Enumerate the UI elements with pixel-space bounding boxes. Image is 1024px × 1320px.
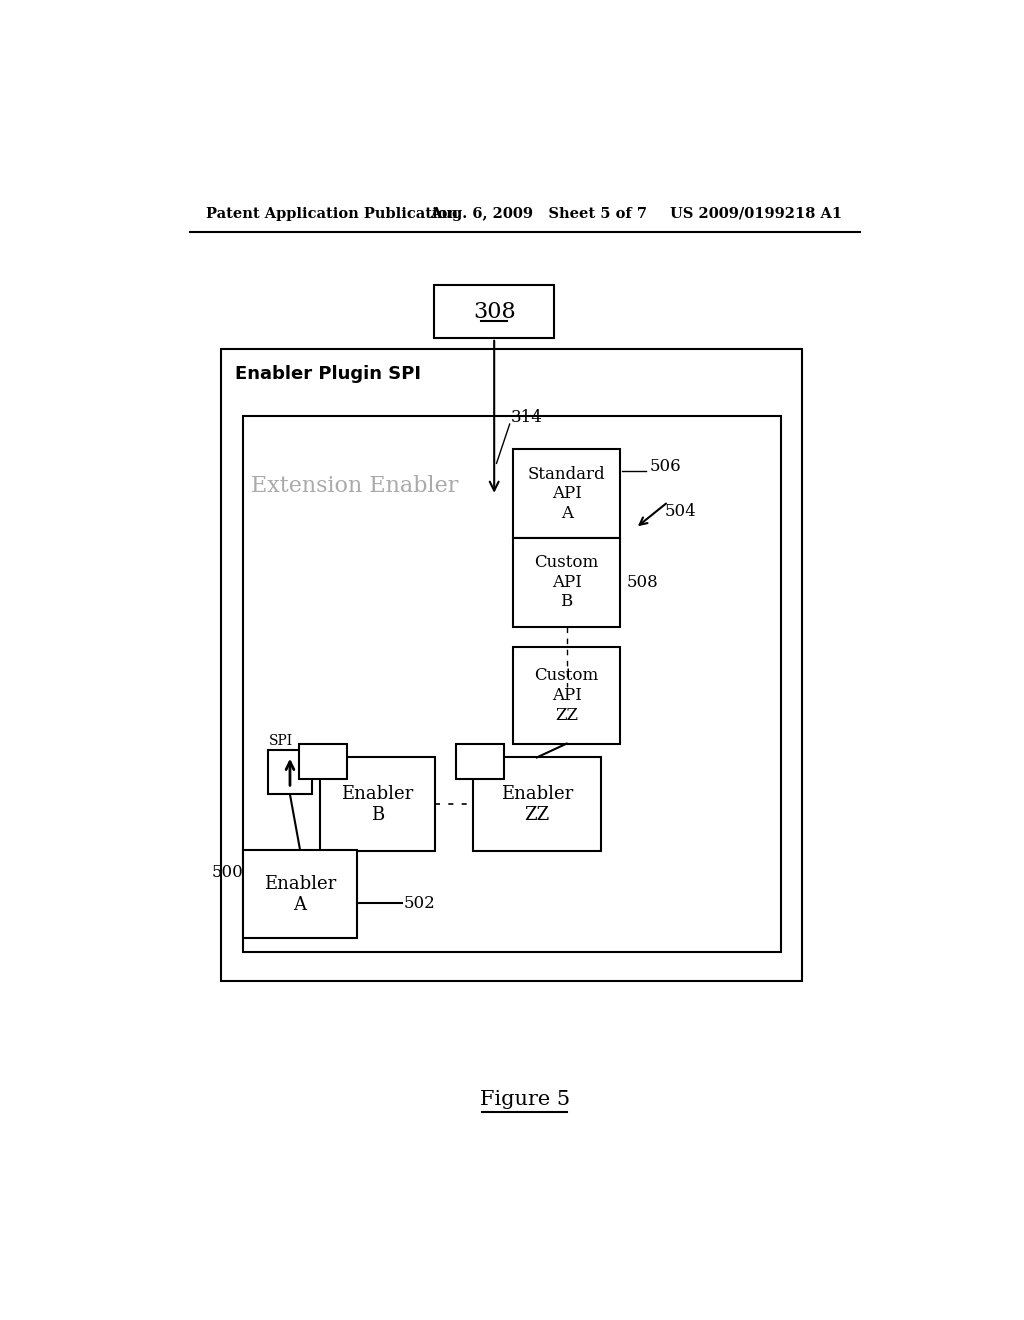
Text: 506: 506	[649, 458, 681, 475]
Text: Enabler
A: Enabler A	[264, 875, 336, 913]
Text: Extension Enabler: Extension Enabler	[251, 475, 459, 496]
Bar	[321, 758, 435, 851]
Text: 500: 500	[212, 865, 244, 882]
Bar	[513, 539, 621, 627]
Text: 508: 508	[627, 574, 658, 591]
Text: Enabler Plugin SPI: Enabler Plugin SPI	[234, 366, 421, 383]
Text: 502: 502	[403, 895, 435, 912]
Bar	[456, 743, 504, 779]
Bar	[221, 350, 802, 981]
Text: Enabler
B: Enabler B	[341, 785, 414, 824]
Text: 314: 314	[511, 409, 543, 425]
Text: US 2009/0199218 A1: US 2009/0199218 A1	[671, 207, 843, 220]
Bar	[267, 750, 312, 795]
Text: SPI: SPI	[269, 734, 293, 747]
Bar	[513, 449, 621, 539]
Text: Figure 5: Figure 5	[479, 1090, 570, 1109]
Bar	[473, 758, 601, 851]
Bar	[243, 850, 357, 939]
Text: Custom
API
ZZ: Custom API ZZ	[535, 668, 599, 723]
Text: Enabler
ZZ: Enabler ZZ	[501, 785, 573, 824]
Bar	[434, 285, 554, 338]
Bar	[299, 743, 346, 779]
Bar	[243, 416, 781, 952]
Text: 504: 504	[665, 503, 696, 520]
Bar	[513, 647, 621, 743]
Text: Standard
API
A: Standard API A	[527, 466, 605, 521]
Text: Aug. 6, 2009   Sheet 5 of 7: Aug. 6, 2009 Sheet 5 of 7	[430, 207, 647, 220]
Text: Patent Application Publication: Patent Application Publication	[206, 207, 458, 220]
Text: Custom
API
B: Custom API B	[535, 554, 599, 610]
Text: 308: 308	[473, 301, 515, 322]
